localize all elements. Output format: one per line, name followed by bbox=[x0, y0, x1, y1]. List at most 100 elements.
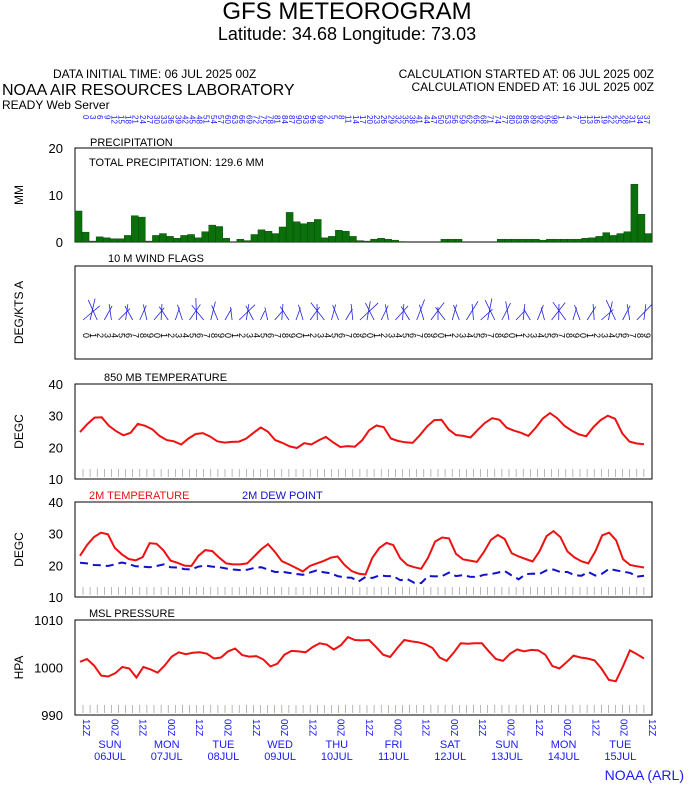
date-label: 14JUL bbox=[548, 751, 580, 763]
precip-bar bbox=[553, 238, 561, 243]
wind-flag bbox=[264, 307, 268, 321]
weekday-label: MON bbox=[551, 739, 577, 751]
wind-direction-digit: 2 bbox=[521, 333, 531, 338]
forecast-hour-label: 83 bbox=[514, 115, 523, 124]
forecast-hour-label: 56 bbox=[450, 115, 459, 124]
forecast-hour-label: 95 bbox=[543, 115, 552, 124]
temp850-tick-label: 40 bbox=[49, 377, 63, 392]
temp850-tick-label: 20 bbox=[49, 440, 63, 455]
wind-flag bbox=[643, 304, 647, 321]
precip-bar bbox=[74, 210, 83, 243]
forecast-hour-label: 77 bbox=[500, 115, 509, 124]
wind-flag bbox=[626, 304, 631, 321]
precip-bar bbox=[307, 222, 315, 243]
precip-bar bbox=[595, 236, 603, 243]
wind-flag bbox=[298, 304, 304, 321]
forecast-hour-label: 23 bbox=[372, 115, 381, 124]
hour-tick-label: 00Z bbox=[391, 719, 402, 736]
temp850-tick-label: 10 bbox=[49, 472, 63, 487]
forecast-hour-label: 41 bbox=[415, 115, 424, 124]
precip-bar bbox=[159, 233, 167, 243]
wind-direction-digit: 4 bbox=[322, 333, 332, 338]
precip-bar bbox=[264, 230, 273, 243]
wind-direction-digit: 7 bbox=[486, 333, 496, 338]
wind-direction-digit: 6 bbox=[124, 333, 134, 338]
pressure-y-axis-label: HPA bbox=[12, 656, 26, 680]
forecast-hour-label: 54 bbox=[209, 115, 218, 124]
wind-direction-digit: 8 bbox=[564, 333, 574, 338]
wind-direction-digit: 5 bbox=[614, 333, 624, 338]
dewpoint-line bbox=[79, 561, 645, 585]
wind-flag bbox=[608, 301, 613, 321]
forecast-hour-label: 21 bbox=[131, 115, 140, 124]
wind-direction-digit: 7 bbox=[557, 333, 567, 338]
forecast-hour-label: 92 bbox=[535, 115, 544, 124]
wind-direction-digit: 0 bbox=[507, 333, 517, 338]
precip-bar bbox=[145, 240, 153, 243]
precip-bar bbox=[525, 238, 533, 243]
weekday-label: SAT bbox=[440, 739, 461, 751]
forecast-hour-label: 9 bbox=[102, 115, 111, 120]
precip-bar bbox=[166, 236, 174, 243]
forecast-hour-label: 74 bbox=[493, 115, 502, 124]
temp850-y-axis-label: DEGC bbox=[12, 414, 26, 449]
forecast-hour-label: 51 bbox=[202, 115, 211, 124]
wind-plot-frame bbox=[74, 265, 653, 360]
wind-direction-digit: 0 bbox=[365, 333, 375, 338]
wind-flag bbox=[515, 310, 526, 321]
wind-flag bbox=[350, 304, 354, 321]
precip-bar bbox=[363, 240, 371, 243]
forecast-hour-label: 18 bbox=[124, 115, 133, 124]
wind-flag bbox=[224, 308, 232, 321]
wind-flag bbox=[245, 305, 254, 321]
hour-tick-label: 12Z bbox=[646, 719, 657, 736]
forecast-hour-label: 26 bbox=[379, 115, 388, 124]
forecast-hour-label: 57 bbox=[216, 115, 225, 124]
wind-direction-digit: 1 bbox=[372, 333, 382, 338]
wind-flag bbox=[366, 301, 371, 321]
precip-bar bbox=[278, 226, 287, 243]
date-label: 13JUL bbox=[491, 751, 523, 763]
hour-tick-label: 00Z bbox=[561, 719, 572, 736]
forecast-hour-label: 36 bbox=[166, 115, 175, 124]
wind-flag bbox=[108, 304, 112, 321]
wind-direction-digit: 2 bbox=[592, 333, 602, 338]
wind-direction-digit: 7 bbox=[131, 333, 141, 338]
init-time: DATA INITIAL TIME: 06 JUL 2025 00Z bbox=[53, 67, 257, 81]
precip-bar bbox=[299, 223, 308, 243]
wind-direction-digit: 1 bbox=[301, 333, 311, 338]
weekday-label: SUN bbox=[98, 739, 121, 751]
wind-flag bbox=[195, 297, 197, 321]
forecast-hour-label: 4 bbox=[564, 115, 573, 120]
temp850-line bbox=[79, 411, 645, 450]
forecast-hour-label: 98 bbox=[550, 115, 559, 124]
pressure-plot-frame bbox=[74, 619, 653, 716]
wind-direction-digit: 8 bbox=[280, 333, 290, 338]
precip-bar bbox=[285, 212, 294, 243]
precip-bar bbox=[370, 238, 378, 243]
forecast-hour-label: 6 bbox=[95, 115, 104, 120]
precip-bar bbox=[391, 239, 399, 243]
wind-flag bbox=[139, 305, 147, 321]
wind-direction-digit: 5 bbox=[401, 333, 411, 338]
date-label: 09JUL bbox=[264, 751, 296, 763]
forecast-hour-label: 20 bbox=[365, 115, 374, 124]
wind-direction-digit: 6 bbox=[479, 333, 489, 338]
precip-bar bbox=[377, 238, 385, 243]
hour-tick-label: 00Z bbox=[165, 719, 176, 736]
wind-direction-digit: 7 bbox=[628, 333, 638, 338]
wind-direction-digit: 5 bbox=[330, 333, 340, 338]
pressure-tick-label: 1000 bbox=[34, 661, 63, 676]
wind-flag bbox=[402, 304, 405, 321]
wind-direction-digit: 0 bbox=[578, 333, 588, 338]
hour-tick-label: 12Z bbox=[533, 719, 544, 736]
precip-bar bbox=[180, 235, 188, 243]
location-subtitle: Latitude: 34.68 Longitude: 73.03 bbox=[217, 24, 477, 44]
precip-bar bbox=[567, 238, 575, 243]
wind-flag bbox=[451, 304, 457, 321]
forecast-hour-label: 47 bbox=[429, 115, 438, 124]
precip-bar bbox=[88, 240, 97, 243]
wind-direction-digit: 9 bbox=[500, 333, 510, 338]
forecast-hour-label: 35 bbox=[401, 115, 410, 124]
forecast-hour-label: 90 bbox=[294, 115, 303, 124]
